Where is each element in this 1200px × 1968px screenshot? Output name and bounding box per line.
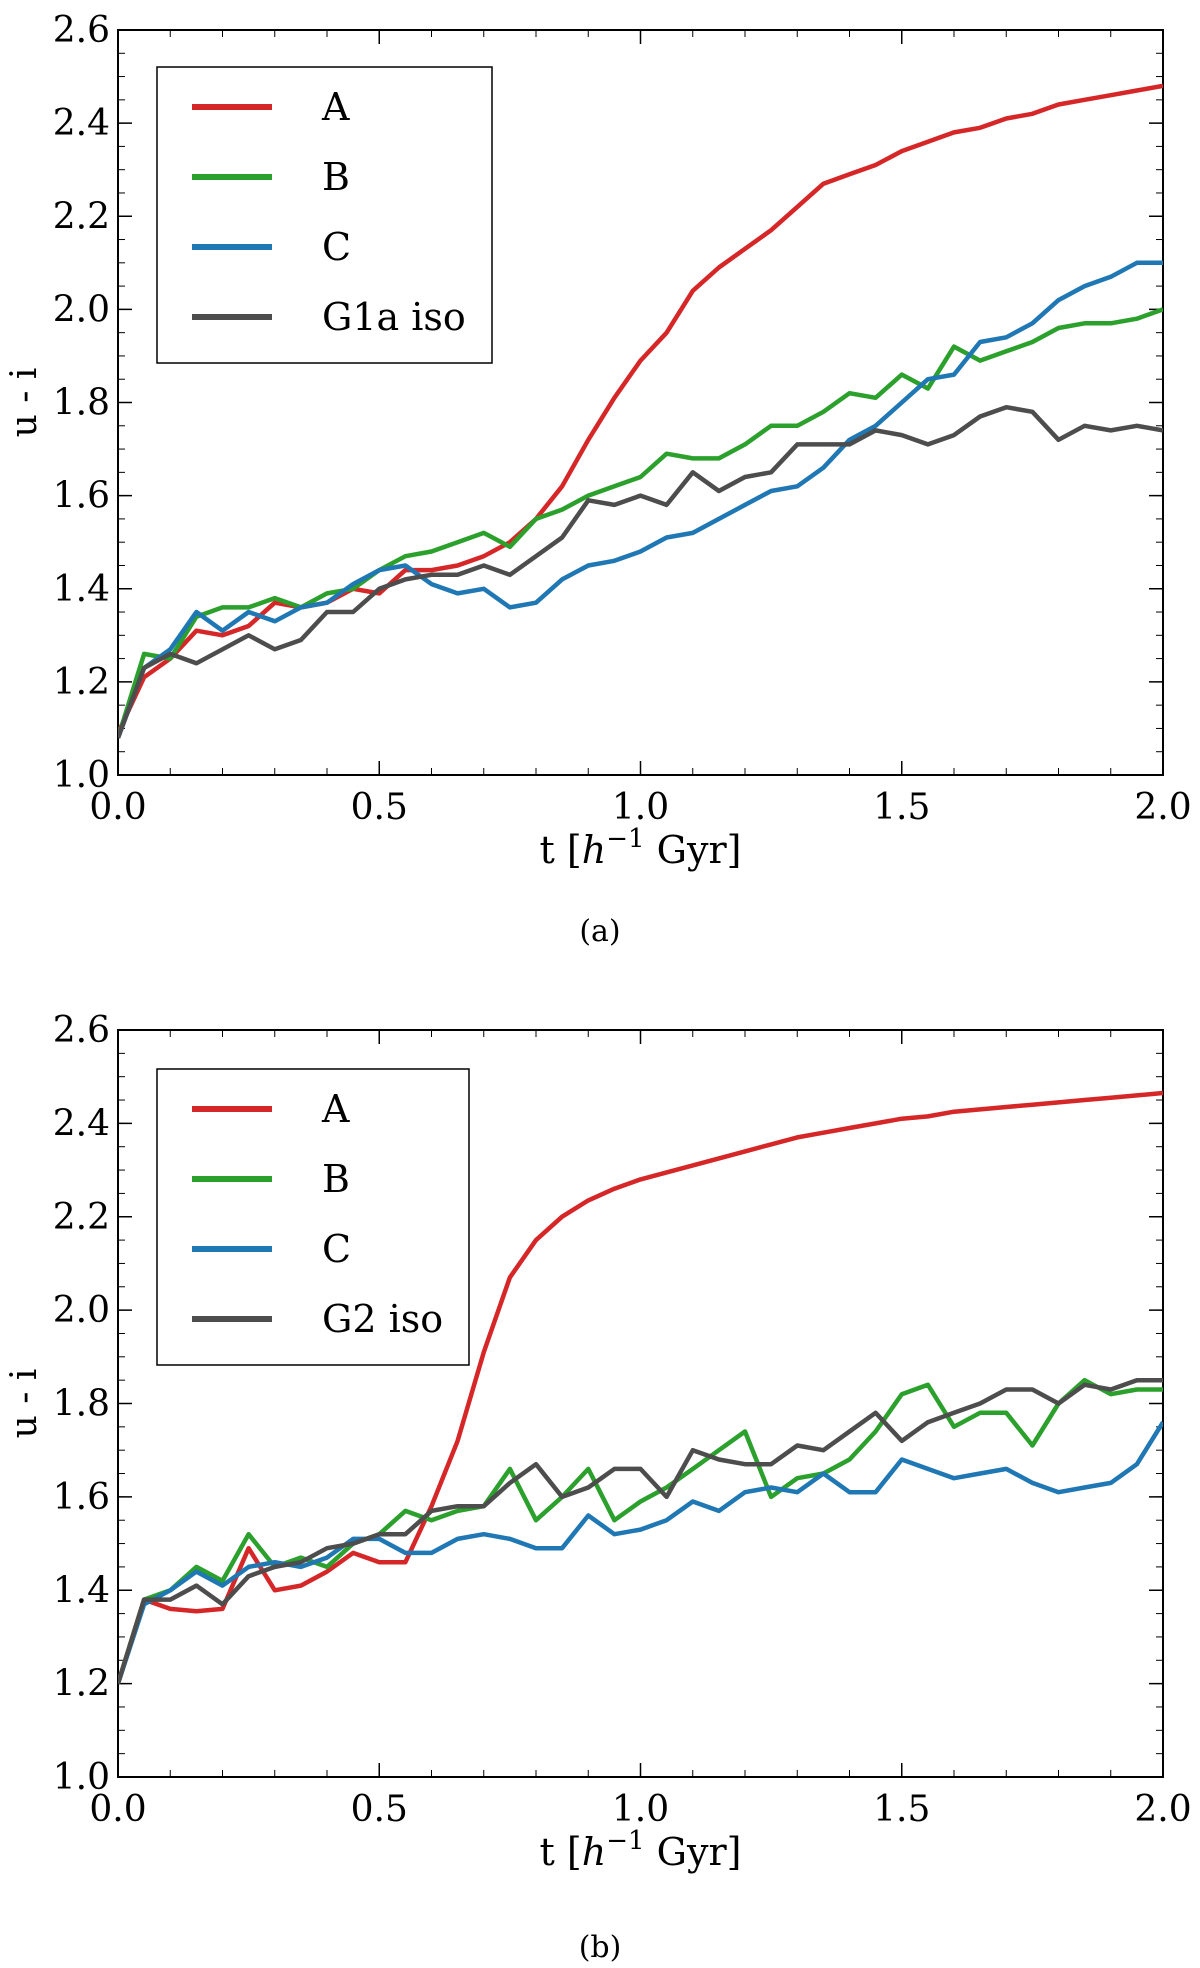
x-tick-label: 1.5 [873, 787, 930, 828]
x-tick-label: 0.0 [89, 1789, 146, 1830]
chart-panel-b: 0.0 0.5 1.0 1.5 2.0 1.0 1.2 1.4 1.6 1.8 2.0 2.2 2.4 2… [0, 1000, 1200, 1968]
y-tick-label: 1.8 [53, 383, 110, 424]
x-tick-label: 0.5 [351, 1789, 408, 1830]
y-axis-label: u - i [4, 1369, 45, 1439]
y-tick-label: 2.0 [53, 1290, 110, 1331]
y-tick-label: 2.0 [53, 289, 110, 330]
legend: ABC G1a iso [156, 66, 493, 364]
chart-a-svg: 0.0 0.5 1.0 1.5 2.0 1.0 1.2 1.4 1.6 1.8 2.0 2.2 2.4 2… [4, 10, 1192, 872]
x-tick-label: 2.0 [1134, 1789, 1191, 1830]
x-axis-label-rest: Gyr] [645, 828, 742, 872]
legend-label: A [321, 1087, 350, 1131]
x-tick-label: 0.5 [351, 787, 408, 828]
y-axis-label: u - i [4, 368, 45, 438]
y-tick-label: 1.4 [53, 1570, 110, 1611]
x-tick-label: 1.5 [873, 1789, 930, 1830]
legend: ABC G2 iso [156, 1068, 470, 1366]
y-tick-label: 2.2 [53, 1197, 110, 1238]
y-tick-label: 1.6 [53, 476, 110, 517]
legend-label: G2 iso [322, 1297, 443, 1341]
legend-label: G1a iso [322, 295, 466, 339]
chart-b-svg: 0.0 0.5 1.0 1.5 2.0 1.0 1.2 1.4 1.6 1.8 2.0 2.2 2.4 2… [4, 1010, 1192, 1874]
legend-label: C [322, 1227, 351, 1271]
legend-label: C [322, 225, 351, 269]
x-axis-label-exp: −1 [606, 824, 644, 854]
y-tick-label: 1.0 [53, 755, 110, 796]
legend-label: A [321, 85, 350, 129]
x-tick-label: 0.0 [89, 787, 146, 828]
series-line-b [118, 1377, 1163, 1685]
y-tick-label: 2.6 [53, 1010, 110, 1051]
x-axis-label: t [h−1 Gyr] [540, 1826, 742, 1874]
x-tick-label: 1.0 [612, 787, 669, 828]
series-line-c [118, 1421, 1163, 1685]
y-tick-label: 1.6 [53, 1477, 110, 1518]
legend-box [156, 66, 493, 364]
series-line-b [118, 307, 1163, 739]
y-tick-label: 2.4 [53, 1103, 110, 1144]
y-tick-label: 1.8 [53, 1384, 110, 1425]
legend-label: B [322, 1157, 350, 1201]
y-tick-label: 1.4 [53, 569, 110, 610]
y-tick-label: 1.0 [53, 1757, 110, 1798]
series-line-a [118, 1090, 1163, 1685]
legend-label: B [322, 155, 350, 199]
y-tick-label: 2.2 [53, 196, 110, 237]
x-tick-label: 1.0 [612, 1789, 669, 1830]
legend-box [156, 1068, 470, 1366]
y-tick-label: 1.2 [53, 662, 110, 703]
caption-b: (b) [578, 1930, 622, 1965]
series-line-g1a-iso [118, 404, 1163, 739]
x-axis-label-var: t [ [540, 1830, 582, 1874]
x-axis-label-unit: h [582, 1830, 606, 1874]
y-tick-label: 1.2 [53, 1664, 110, 1705]
y-tick-label: 2.4 [53, 103, 110, 144]
series-line-c [118, 260, 1163, 739]
x-axis-label-rest: Gyr] [645, 1830, 742, 1874]
x-tick-label: 2.0 [1134, 787, 1191, 828]
y-tick-label: 2.6 [53, 10, 110, 51]
x-axis-label-unit: h [582, 828, 606, 872]
series-line-g2-iso [118, 1377, 1163, 1685]
caption-a: (a) [579, 914, 621, 949]
chart-panel-a: 0.0 0.5 1.0 1.5 2.0 1.0 1.2 1.4 1.6 1.8 2.0 2.2 2.4 2… [4, 10, 1192, 949]
x-axis-label: t [h−1 Gyr] [540, 824, 742, 872]
x-axis-label-var: t [ [540, 828, 582, 872]
x-axis-label-exp: −1 [606, 1826, 644, 1856]
